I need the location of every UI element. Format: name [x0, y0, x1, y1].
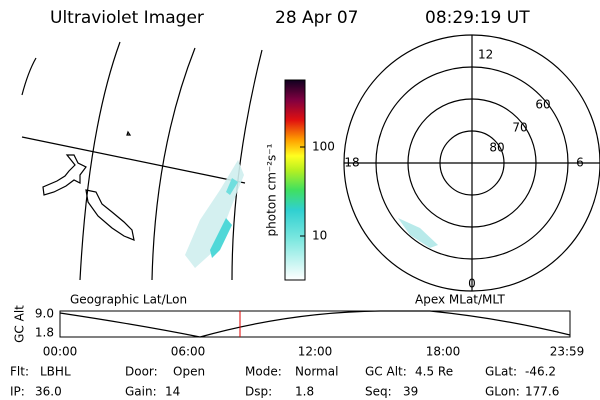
lat-label: 80: [489, 141, 504, 155]
y-label: 1.8: [35, 326, 54, 340]
title: Ultraviolet Imager: [50, 8, 204, 28]
altitude-curve: [59, 310, 571, 338]
x-label: 12:00: [298, 345, 333, 359]
status-label: Gain:: [125, 385, 157, 399]
status-label: Flt:: [10, 365, 29, 379]
mlt-label: 0: [468, 277, 476, 291]
status-panel: Flt: LBHL Door: Open Mode: Normal GC Alt: 4.5 R…: [10, 365, 559, 399]
y-title: GC Alt: [13, 305, 27, 343]
map: [21, 41, 263, 281]
x-label: 06:00: [171, 345, 206, 359]
colorbar-unit: photon cm⁻²s⁻¹: [265, 143, 279, 236]
status-label: IP:: [10, 385, 25, 399]
status-value: 177.6: [525, 385, 559, 399]
status-label: Dsp:: [245, 385, 272, 399]
polar-plot: [343, 34, 600, 292]
x-label: 18:00: [426, 345, 461, 359]
colorbar: [284, 79, 306, 281]
status-value: 4.5 Re: [415, 365, 453, 379]
status-value: 36.0: [35, 385, 62, 399]
y-label: 9.0: [35, 307, 54, 321]
x-label: 00:00: [43, 345, 78, 359]
timeline-label: Apex MLat/MLT: [415, 293, 505, 307]
timeline-frame: [59, 310, 571, 338]
status-label: Seq:: [365, 385, 392, 399]
lat-label: 70: [512, 121, 527, 135]
status-label: Door:: [125, 365, 158, 379]
mlt-label: 18: [344, 156, 359, 170]
time: 08:29:19 UT: [425, 8, 530, 28]
colorbar-tick-label: 100: [312, 140, 335, 154]
status-value: 1.8: [295, 385, 314, 399]
status-value: LBHL: [40, 365, 71, 379]
status-label: GC Alt:: [365, 365, 407, 379]
status-value: 39: [403, 385, 418, 399]
mlt-label: 12: [478, 48, 493, 62]
lat-label: 60: [535, 98, 550, 112]
status-label: Mode:: [245, 365, 282, 379]
mlt-label: 6: [576, 156, 584, 170]
timeline-label: Geographic Lat/Lon: [70, 293, 187, 307]
status-value: Normal: [295, 365, 338, 379]
status-value: Open: [173, 365, 205, 379]
status-label: GLon:: [485, 385, 520, 399]
status-value: -46.2: [525, 365, 556, 379]
x-label: 23:59: [550, 345, 585, 359]
status-label: GLat:: [485, 365, 517, 379]
status-value: 14: [165, 385, 180, 399]
colorbar-tick-label: 10: [312, 229, 327, 243]
date: 28 Apr 07: [275, 8, 358, 28]
